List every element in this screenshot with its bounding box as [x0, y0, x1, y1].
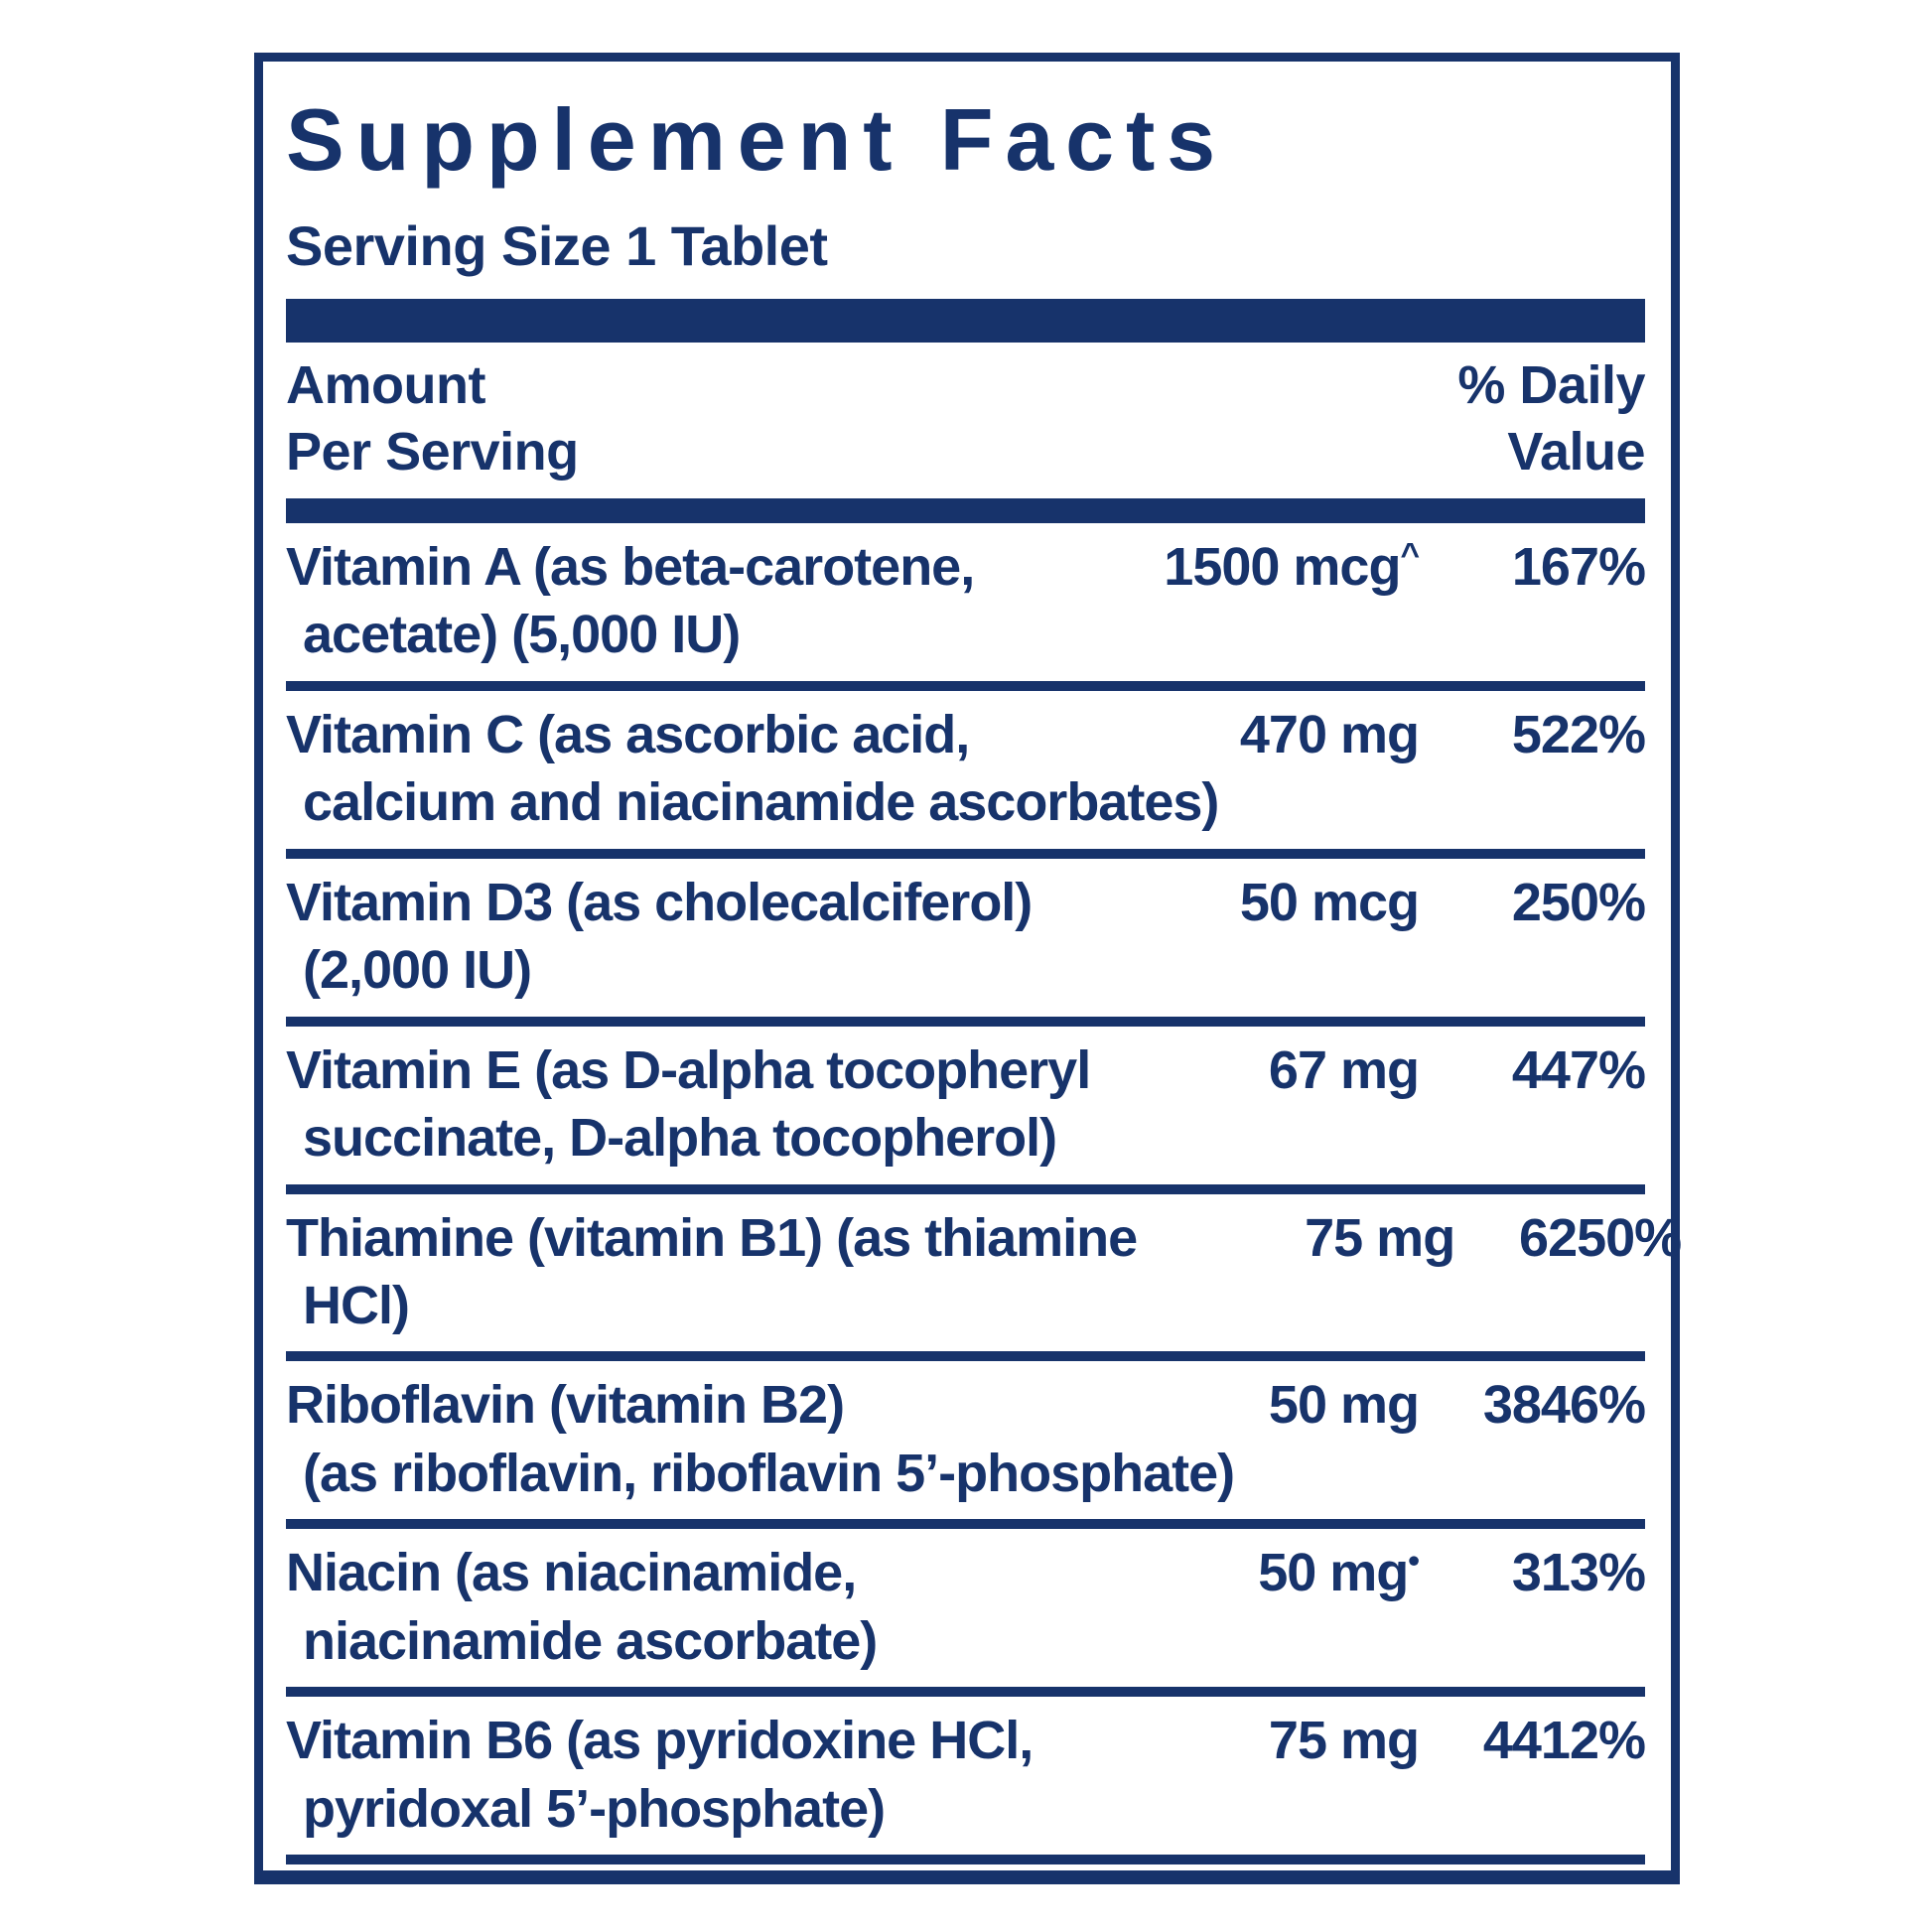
- nutrient-name: Vitamin B6 (as pyridoxine HCl,: [286, 1711, 1034, 1771]
- nutrient-name: Riboflavin (vitamin B2): [286, 1375, 845, 1436]
- column-header-amount: Amount Per Serving: [286, 352, 579, 486]
- nutrient-name: Vitamin A (as beta-carotene,: [286, 536, 975, 597]
- row-separator: [286, 1687, 1645, 1698]
- nutrient-row-thiamine: Thiamine (vitamin B1) (as thiamine 75 mg…: [286, 1194, 1682, 1362]
- serving-size-text: Serving Size 1 Tablet: [286, 214, 828, 278]
- nutrient-row-niacin: Niacin (as niacinamide, 50 mg• 313% niac…: [286, 1529, 1646, 1698]
- nutrient-name: Vitamin E (as D-alpha tocopheryl: [286, 1039, 1091, 1100]
- nutrient-name: Niacin (as niacinamide,: [286, 1543, 857, 1603]
- supplement-facts-panel: Supplement Facts Serving Size 1 Tablet A…: [254, 53, 1682, 1884]
- nutrient-name-continued: (2,000 IU): [303, 940, 532, 1001]
- nutrient-daily-value: 447%: [1511, 1039, 1646, 1100]
- nutrient-row-vitamin-e: Vitamin E (as D-alpha tocopheryl 67 mg 4…: [286, 1027, 1646, 1194]
- row-separator: [286, 680, 1645, 691]
- nutrient-amount: 1500 mcg^: [1164, 536, 1420, 597]
- amount-footnote-mark: ^: [1400, 536, 1420, 574]
- nutrient-row-vitamin-a: Vitamin A (as beta-carotene, 1500 mcg^ 1…: [286, 523, 1646, 691]
- nutrient-daily-value: 250%: [1511, 872, 1646, 932]
- row-separator: [286, 1183, 1645, 1194]
- nutrient-name-continued: pyridoxal 5’-phosphate): [303, 1778, 886, 1839]
- row-separator: [286, 848, 1645, 859]
- nutrient-amount: 50 mg: [1268, 1375, 1420, 1436]
- nutrient-name: Vitamin D3 (as cholecalciferol): [286, 872, 1033, 932]
- amount-header-line1: Amount: [286, 354, 485, 415]
- amount-header-line2: Per Serving: [286, 422, 579, 483]
- row-separator: [286, 1351, 1645, 1362]
- header-divider-bar: [286, 298, 1645, 343]
- nutrient-name: Thiamine (vitamin B1) (as thiamine: [286, 1207, 1138, 1268]
- row-separator: [286, 1855, 1645, 1865]
- nutrient-name-continued: niacinamide ascorbate): [303, 1610, 878, 1671]
- dv-header-line2: Value: [1507, 422, 1645, 483]
- column-header-row: Amount Per Serving % Daily Value: [286, 352, 1645, 486]
- nutrient-name-continued: HCl): [303, 1276, 410, 1335]
- nutrient-name-continued: (as riboflavin, riboflavin 5’-phosphate): [303, 1443, 1235, 1503]
- nutrient-row-vitamin-b6: Vitamin B6 (as pyridoxine HCl, 75 mg 441…: [286, 1697, 1646, 1865]
- row-separator: [286, 1519, 1645, 1530]
- amount-footnote-mark: •: [1408, 1543, 1420, 1581]
- nutrient-daily-value: 522%: [1511, 704, 1646, 764]
- nutrient-amount: 470 mg: [1239, 704, 1420, 764]
- panel-title: Supplement Facts: [286, 90, 1228, 189]
- nutrient-amount: 50 mcg: [1239, 872, 1420, 932]
- nutrient-name: Vitamin C (as ascorbic acid,: [286, 704, 970, 764]
- nutrient-row-riboflavin: Riboflavin (vitamin B2) 50 mg 3846% (as …: [286, 1361, 1646, 1530]
- column-header-divider-bar: [286, 497, 1645, 523]
- nutrient-amount: 67 mg: [1268, 1039, 1420, 1100]
- nutrient-name-continued: succinate, D-alpha tocopherol): [303, 1108, 1057, 1169]
- nutrient-name-continued: calcium and niacinamide ascorbates): [303, 772, 1219, 833]
- nutrient-daily-value: 6250%: [1519, 1207, 1682, 1268]
- nutrient-daily-value: 4412%: [1482, 1711, 1646, 1771]
- nutrient-row-vitamin-d3: Vitamin D3 (as cholecalciferol) 50 mcg 2…: [286, 859, 1646, 1027]
- dv-header-line1: % Daily: [1457, 354, 1645, 415]
- nutrient-daily-value: 3846%: [1482, 1375, 1646, 1436]
- row-separator: [286, 1016, 1645, 1027]
- nutrient-amount: 50 mg•: [1258, 1543, 1420, 1603]
- nutrient-amount: 75 mg: [1268, 1711, 1420, 1771]
- column-header-daily-value: % Daily Value: [1457, 352, 1645, 486]
- nutrient-row-vitamin-c: Vitamin C (as ascorbic acid, 470 mg 522%…: [286, 691, 1646, 859]
- nutrient-amount: 75 mg: [1305, 1207, 1455, 1268]
- nutrient-daily-value: 167%: [1511, 536, 1646, 597]
- nutrient-daily-value: 313%: [1511, 1543, 1646, 1603]
- nutrient-name-continued: acetate) (5,000 IU): [303, 605, 741, 665]
